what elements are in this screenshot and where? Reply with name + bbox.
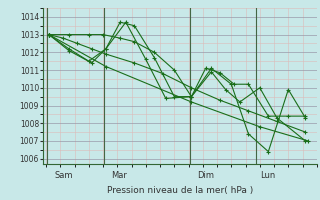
- Text: Sam: Sam: [55, 171, 73, 180]
- Text: Pression niveau de la mer( hPa ): Pression niveau de la mer( hPa ): [107, 186, 253, 195]
- Text: Lun: Lun: [260, 171, 275, 180]
- Text: Dim: Dim: [197, 171, 214, 180]
- Text: Mar: Mar: [112, 171, 127, 180]
